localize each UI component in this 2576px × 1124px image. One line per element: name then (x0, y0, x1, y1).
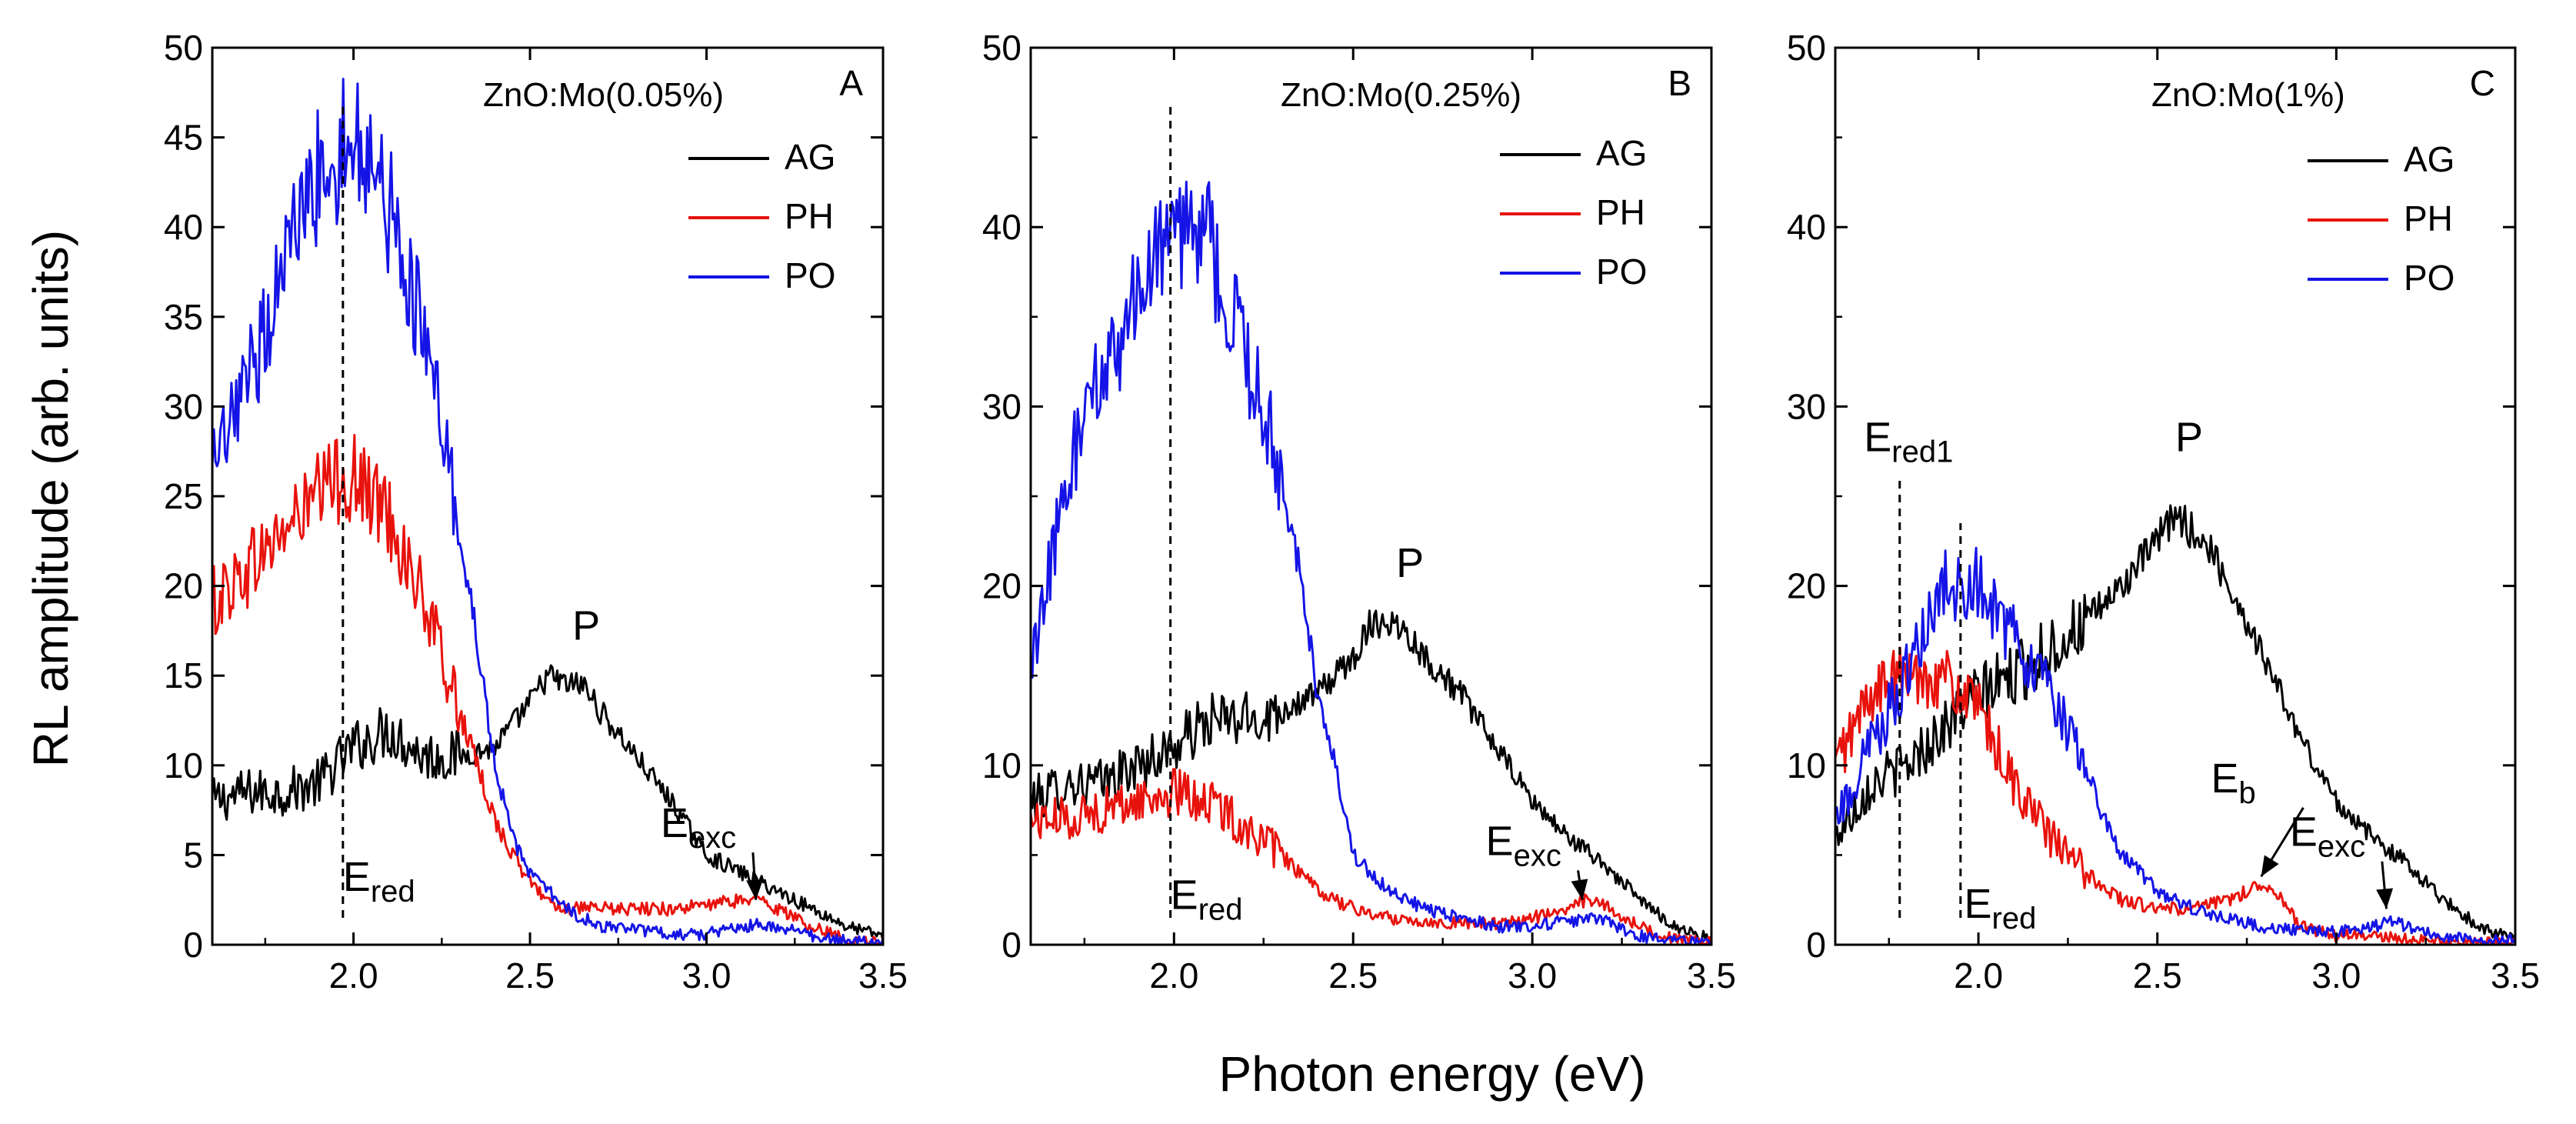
y-tick-label: 40 (164, 207, 203, 247)
annotation-p: P (2175, 415, 2203, 461)
sample-label: ZnO:Mo(0.05%) (483, 76, 724, 114)
series-line-ph (1834, 646, 2516, 946)
y-tick-label: 30 (982, 386, 1021, 426)
legend-label-ph: PH (2404, 198, 2453, 238)
annotation-e-exc: Eexc (661, 800, 764, 900)
x-tick-label: 3.0 (2311, 956, 2361, 996)
series-line-ph (211, 434, 885, 946)
legend-label-po: PO (785, 255, 835, 295)
series-line-ph (1029, 768, 1713, 946)
sample-label: ZnO:Mo(0.25%) (1281, 76, 1521, 114)
series-line-ag (1834, 504, 2517, 941)
legend-label-ph: PH (1596, 192, 1645, 232)
y-tick-label: 0 (183, 925, 203, 965)
x-axis-label: Photon energy (eV) (1219, 1046, 1646, 1102)
legend-label-po: PO (1596, 252, 1647, 292)
arrow-head (746, 879, 764, 900)
y-tick-label: 40 (982, 207, 1021, 247)
chart-panel-a: 2.0 2.5 3.0 3.5 0 5 10 15 20 25 30 35 40 45 50 ZnO:Mo(0… (164, 28, 908, 996)
plot-frame (1834, 46, 2517, 946)
x-tick-label: 2.5 (505, 956, 555, 996)
y-tick-label: 5 (183, 835, 203, 875)
legend-label-ph: PH (785, 196, 834, 236)
x-tick-label: 2.5 (2133, 956, 2182, 996)
y-tick-label: 30 (164, 386, 203, 426)
annotation-label: Eb (2211, 755, 2256, 810)
annotation-label: Ered (1171, 872, 1243, 926)
x-tick-label: 3.5 (1687, 956, 1736, 996)
series-line-po (1834, 546, 2517, 946)
y-tick-label: 30 (1787, 386, 1826, 426)
y-tick-label: 40 (1787, 207, 1826, 247)
y-tick-label: 50 (982, 28, 1021, 68)
y-tick-label: 25 (164, 476, 203, 516)
series-line-po (211, 78, 885, 946)
y-tick-label: 10 (164, 745, 203, 785)
y-tick-label: 10 (982, 745, 1021, 785)
legend-label-ag: AG (785, 137, 835, 177)
arrow-head (1571, 879, 1588, 900)
y-tick-label: 0 (1806, 925, 1826, 965)
y-tick-label: 50 (164, 28, 203, 68)
x-tick-label: 3.0 (1508, 956, 1557, 996)
y-tick-label: 15 (164, 655, 203, 695)
annotation-label: P (2175, 415, 2203, 461)
annotation-p: P (1396, 540, 1424, 586)
legend: AG PH PO (2308, 139, 2454, 298)
y-tick-label: 0 (1001, 925, 1021, 965)
panels: 2.0 2.5 3.0 3.5 0 5 10 15 20 25 30 35 40 45 50 ZnO:Mo(0… (164, 28, 2540, 996)
panel-letter: B (1668, 63, 1691, 103)
panel-letter: C (2470, 63, 2495, 103)
annotation-label: Ered1 (1864, 415, 1953, 469)
chart-panel-b: 2.0 2.5 3.0 3.5 0 10 20 30 40 50 ZnO:Mo(0.25%) B AG P… (982, 28, 1736, 996)
y-tick-label: 20 (982, 566, 1021, 606)
annotation-e-exc: Eexc (1486, 818, 1588, 900)
x-tick-label: 3.5 (2491, 956, 2540, 996)
annotation-e-exc: Eexc (2290, 809, 2394, 909)
panel-letter: A (839, 63, 863, 103)
annotation-label: P (1396, 540, 1424, 586)
legend-label-po: PO (2404, 258, 2454, 298)
annotation-label: Ered (1964, 881, 2036, 936)
arrow-head (2261, 855, 2279, 877)
x-tick-label: 3.0 (682, 956, 731, 996)
legend-label-ag: AG (1596, 133, 1647, 173)
series-line-ag (211, 664, 885, 942)
x-tick-label: 3.5 (858, 956, 908, 996)
series-line-po (1029, 180, 1712, 946)
annotation-label: Eexc (661, 800, 736, 855)
x-tick-label: 2.5 (1328, 956, 1378, 996)
annotation-p: P (572, 603, 600, 649)
y-tick-label: 10 (1787, 745, 1826, 785)
y-tick-label: 20 (1787, 566, 1826, 606)
y-tick-label: 50 (1787, 28, 1826, 68)
annotation-label: P (572, 603, 600, 649)
chart-panel-c: 2.0 2.5 3.0 3.5 0 10 20 30 40 50 ZnO:Mo(1%) C AG PH PO… (1787, 28, 2540, 996)
annotation-label: Ered (343, 854, 415, 909)
annotation-label: Eexc (1486, 818, 1561, 872)
legend: AG PH PO (688, 137, 835, 295)
series-line-ag (1029, 609, 1713, 943)
y-axis-label: RL amplitude (arb. units) (23, 230, 78, 767)
legend-label-ag: AG (2404, 139, 2454, 179)
x-tick-label: 2.0 (329, 956, 378, 996)
y-tick-label: 20 (164, 566, 203, 606)
y-tick-label: 45 (164, 118, 203, 158)
arrow-head (2376, 888, 2394, 909)
legend: AG PH PO (1500, 133, 1647, 292)
x-tick-label: 2.0 (1954, 956, 2003, 996)
sample-label: ZnO:Mo(1%) (2151, 76, 2345, 114)
y-tick-label: 35 (164, 297, 203, 337)
x-tick-label: 2.0 (1149, 956, 1198, 996)
